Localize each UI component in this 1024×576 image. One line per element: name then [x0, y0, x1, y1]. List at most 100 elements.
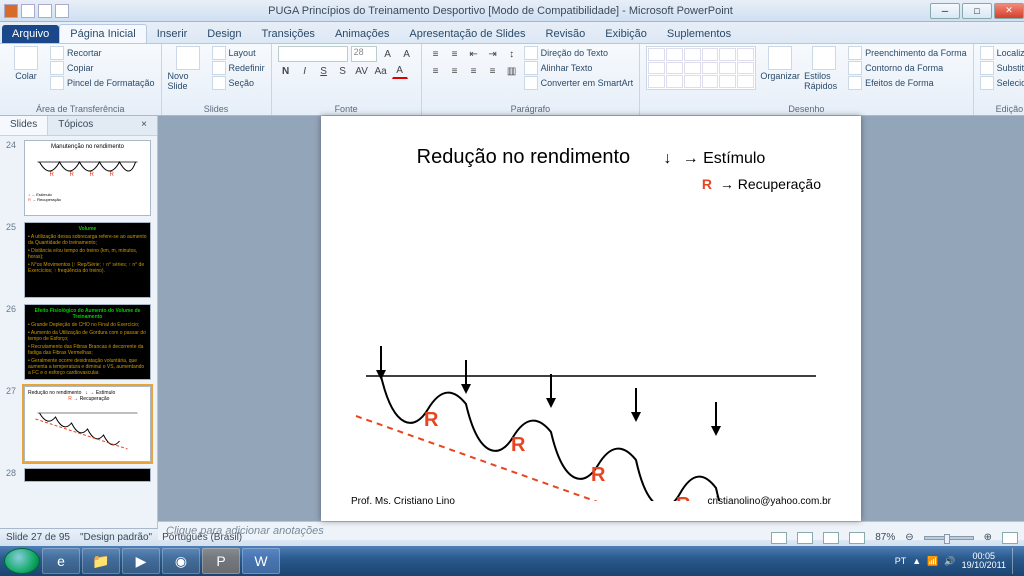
- normal-view-button[interactable]: [771, 532, 787, 544]
- paste-button[interactable]: Colar: [6, 46, 46, 81]
- thumb-25[interactable]: Volume • A utilização dessa sobrecarga r…: [24, 222, 151, 298]
- strike-button[interactable]: S: [335, 63, 351, 79]
- underline-button[interactable]: S: [316, 63, 332, 79]
- indent-inc-button[interactable]: ⇥: [485, 46, 501, 62]
- tray-network-icon[interactable]: 📶: [927, 556, 938, 567]
- zoom-level[interactable]: 87%: [875, 532, 895, 543]
- zoom-slider[interactable]: [924, 536, 974, 540]
- reset-button[interactable]: Redefinir: [212, 61, 265, 75]
- panel-tab-outline[interactable]: Tópicos: [48, 116, 103, 135]
- shape-outline-button[interactable]: Contorno da Forma: [848, 61, 967, 75]
- tab-transitions[interactable]: Transições: [252, 25, 325, 43]
- thumb-row-24[interactable]: 24 Manutenção no rendimento R R R R ↓ → …: [6, 140, 151, 216]
- zoom-out-button[interactable]: ⊖: [905, 532, 913, 543]
- start-button[interactable]: [4, 548, 40, 574]
- format-painter-button[interactable]: Pincel de Formatação: [50, 76, 155, 90]
- line-spacing-button[interactable]: ↕: [504, 46, 520, 62]
- redo-icon[interactable]: [55, 4, 69, 18]
- panel-close-button[interactable]: ×: [131, 116, 157, 135]
- slide-panel: Slides Tópicos × 24 Manutenção no rendim…: [0, 116, 158, 528]
- tab-addins[interactable]: Suplementos: [657, 25, 741, 43]
- taskbar-powerpoint-icon[interactable]: P: [202, 548, 240, 574]
- select-button[interactable]: Selecionar: [980, 76, 1024, 90]
- layout-button[interactable]: Layout: [212, 46, 265, 60]
- minimize-button[interactable]: ─: [930, 3, 960, 19]
- taskbar-explorer-icon[interactable]: 📁: [82, 548, 120, 574]
- shadow-button[interactable]: AV: [354, 63, 370, 79]
- copy-label: Copiar: [67, 63, 94, 73]
- align-right-button[interactable]: ≡: [466, 63, 482, 79]
- undo-icon[interactable]: [38, 4, 52, 18]
- select-label: Selecionar: [997, 78, 1024, 88]
- tab-view[interactable]: Exibição: [595, 25, 657, 43]
- zoom-in-button[interactable]: ⊕: [984, 532, 992, 543]
- font-color-button[interactable]: A: [392, 63, 408, 79]
- tray-clock[interactable]: 00:05 19/10/2011: [962, 552, 1006, 570]
- copy-button[interactable]: Copiar: [50, 61, 155, 75]
- taskbar-word-icon[interactable]: W: [242, 548, 280, 574]
- thumb-28[interactable]: [24, 468, 151, 482]
- tray-volume-icon[interactable]: 🔊: [944, 556, 955, 567]
- taskbar-wmp-icon[interactable]: ▶: [122, 548, 160, 574]
- shape-effects-button[interactable]: Efeitos de Forma: [848, 76, 967, 90]
- align-left-button[interactable]: ≡: [428, 63, 444, 79]
- replace-button[interactable]: Substituir: [980, 61, 1024, 75]
- tab-insert[interactable]: Inserir: [147, 25, 198, 43]
- convert-smartart-button[interactable]: Converter em SmartArt: [524, 76, 634, 90]
- close-button[interactable]: ✕: [994, 3, 1024, 19]
- slide-canvas[interactable]: Redução no rendimento ↓ → Estímulo R → R…: [321, 116, 861, 521]
- align-text-button[interactable]: Alinhar Texto: [524, 61, 634, 75]
- italic-button[interactable]: I: [297, 63, 313, 79]
- arrange-button[interactable]: Organizar: [760, 46, 800, 81]
- thumb-row-26[interactable]: 26 Efeito Fisiológico do Aumento do Volu…: [6, 304, 151, 380]
- reading-view-button[interactable]: [823, 532, 839, 544]
- sorter-view-button[interactable]: [797, 532, 813, 544]
- find-button[interactable]: Localizar: [980, 46, 1024, 60]
- select-icon: [980, 76, 994, 90]
- canvas-wrapper: Redução no rendimento ↓ → Estímulo R → R…: [158, 116, 1024, 521]
- status-language[interactable]: Português (Brasil): [162, 532, 242, 543]
- thumb-row-28[interactable]: 28: [6, 468, 151, 482]
- thumb-27[interactable]: Redução no rendimento ↓ → Estímulo R → R…: [24, 386, 151, 462]
- shape-fill-button[interactable]: Preenchimento da Forma: [848, 46, 967, 60]
- char-spacing-button[interactable]: Aa: [373, 63, 389, 79]
- panel-tab-slides[interactable]: Slides: [0, 116, 48, 135]
- tab-design[interactable]: Design: [197, 25, 251, 43]
- grow-font-button[interactable]: A: [380, 46, 396, 62]
- font-family-combo[interactable]: [278, 46, 348, 62]
- numbering-button[interactable]: ≡: [447, 46, 463, 62]
- thumb-24[interactable]: Manutenção no rendimento R R R R ↓ → Est…: [24, 140, 151, 216]
- bullets-button[interactable]: ≡: [428, 46, 444, 62]
- new-slide-button[interactable]: Novo Slide: [168, 46, 208, 91]
- show-desktop-button[interactable]: [1012, 548, 1020, 574]
- fit-window-button[interactable]: [1002, 532, 1018, 544]
- tab-animations[interactable]: Animações: [325, 25, 399, 43]
- maximize-button[interactable]: □: [962, 3, 992, 19]
- new-slide-icon: [176, 46, 200, 70]
- tray-lang[interactable]: PT: [895, 556, 907, 566]
- tab-home[interactable]: Página Inicial: [59, 24, 146, 43]
- tab-review[interactable]: Revisão: [536, 25, 596, 43]
- cut-button[interactable]: Recortar: [50, 46, 155, 60]
- text-direction-button[interactable]: Direção do Texto: [524, 46, 634, 60]
- align-center-button[interactable]: ≡: [447, 63, 463, 79]
- save-icon[interactable]: [21, 4, 35, 18]
- indent-dec-button[interactable]: ⇤: [466, 46, 482, 62]
- thumb-26[interactable]: Efeito Fisiológico do Aumento do Volume …: [24, 304, 151, 380]
- justify-button[interactable]: ≡: [485, 63, 501, 79]
- section-button[interactable]: Seção: [212, 76, 265, 90]
- tab-file[interactable]: Arquivo: [2, 25, 59, 43]
- columns-button[interactable]: ▥: [504, 63, 520, 79]
- bold-button[interactable]: N: [278, 63, 294, 79]
- taskbar-ie-icon[interactable]: e: [42, 548, 80, 574]
- thumb-row-27[interactable]: 27 Redução no rendimento ↓ → Estímulo R …: [6, 386, 151, 462]
- taskbar-chrome-icon[interactable]: ◉: [162, 548, 200, 574]
- tab-slideshow[interactable]: Apresentação de Slides: [399, 25, 535, 43]
- slideshow-view-button[interactable]: [849, 532, 865, 544]
- shrink-font-button[interactable]: A: [399, 46, 415, 62]
- quick-styles-button[interactable]: Estilos Rápidos: [804, 46, 844, 91]
- thumb-row-25[interactable]: 25 Volume • A utilização dessa sobrecarg…: [6, 222, 151, 298]
- shapes-gallery[interactable]: [646, 46, 756, 90]
- tray-flag-icon[interactable]: ▲: [912, 556, 921, 566]
- font-size-combo[interactable]: 28: [351, 46, 377, 62]
